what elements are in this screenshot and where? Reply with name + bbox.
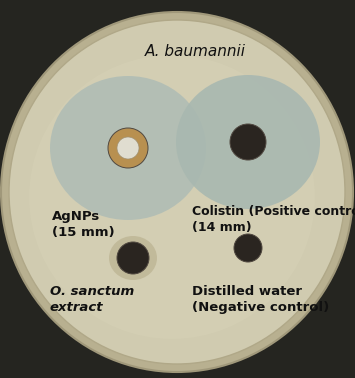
Ellipse shape [29,55,315,339]
Circle shape [108,128,148,168]
Text: AgNPs
(15 mm): AgNPs (15 mm) [52,210,115,239]
Circle shape [117,242,149,274]
Ellipse shape [9,20,345,364]
Circle shape [117,137,139,159]
Text: O. sanctum
extract: O. sanctum extract [50,285,134,314]
Ellipse shape [176,75,320,209]
Text: A. baumannii: A. baumannii [144,45,246,59]
Ellipse shape [109,236,157,280]
Ellipse shape [50,76,206,220]
Circle shape [234,234,262,262]
Circle shape [230,124,266,160]
Ellipse shape [1,12,353,372]
Text: Colistin (Positive control)
(14 mm): Colistin (Positive control) (14 mm) [192,205,355,234]
Text: Distilled water
(Negative control): Distilled water (Negative control) [192,285,329,314]
